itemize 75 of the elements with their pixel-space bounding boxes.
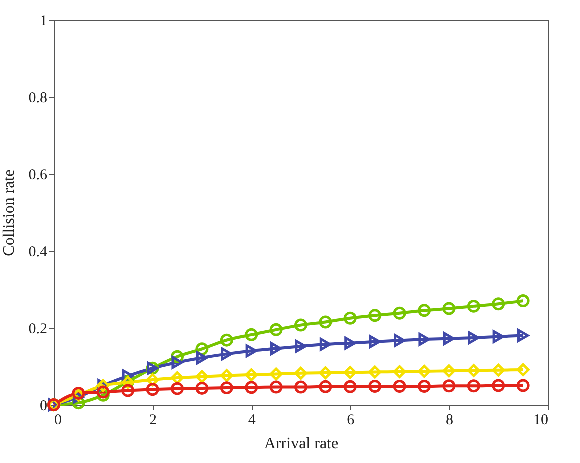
point [394,334,406,348]
point [516,294,530,308]
point [245,328,258,342]
y-tick-label: 0.4 [28,244,48,260]
point [294,318,308,332]
point [122,384,135,398]
point [171,382,184,396]
point [492,298,506,311]
point [245,381,258,394]
point [344,380,357,394]
point [344,336,356,350]
x-axis-title: Arrival rate [264,436,339,452]
point [418,380,431,394]
point [442,380,456,393]
x-tick-label: 2 [150,412,158,428]
point [393,365,406,378]
point [418,333,430,346]
x-tick-label: 10 [534,412,548,428]
point [146,383,160,396]
point [516,363,530,376]
point [518,329,530,342]
point [294,380,308,394]
point [443,332,455,346]
point [196,370,209,384]
point [295,340,307,353]
point [220,369,234,382]
point [246,344,258,358]
point [467,300,480,313]
point [270,368,283,381]
point [221,348,233,361]
point [245,368,258,382]
point [172,356,184,370]
point [418,365,431,378]
point [344,312,357,325]
point [319,380,332,394]
y-tick-label: 1 [40,14,48,30]
point [294,366,308,380]
point [467,364,480,378]
y-axis-title: Collision rate [0,170,18,256]
y-tick-label: 0 [40,398,48,414]
x-tick-label: 6 [347,412,356,428]
point [220,334,234,347]
point [270,342,282,356]
point [393,380,406,394]
point [369,335,381,348]
point [368,380,382,394]
point [492,364,506,377]
point [220,382,234,395]
point [516,379,530,392]
point [492,330,504,344]
point [196,352,208,365]
point [442,302,456,316]
x-tick-label: 0 [54,412,62,428]
x-tick-label: 4 [248,412,256,428]
point [270,323,283,336]
point [171,372,184,385]
point [368,309,382,322]
x-tick-label: 8 [446,412,454,428]
point [418,304,431,318]
y-tick-label: 0.8 [28,90,48,106]
point [319,316,332,329]
point [368,366,382,379]
point [442,364,456,378]
point [320,338,332,352]
y-tick-label: 0.2 [28,322,48,338]
point [270,380,283,394]
point [196,382,209,395]
y-tick-label: 0.6 [28,168,48,184]
point [344,366,357,380]
point [468,332,480,345]
point [319,366,332,380]
point [467,380,480,393]
point [96,386,110,399]
point [492,379,506,392]
point [393,306,406,320]
